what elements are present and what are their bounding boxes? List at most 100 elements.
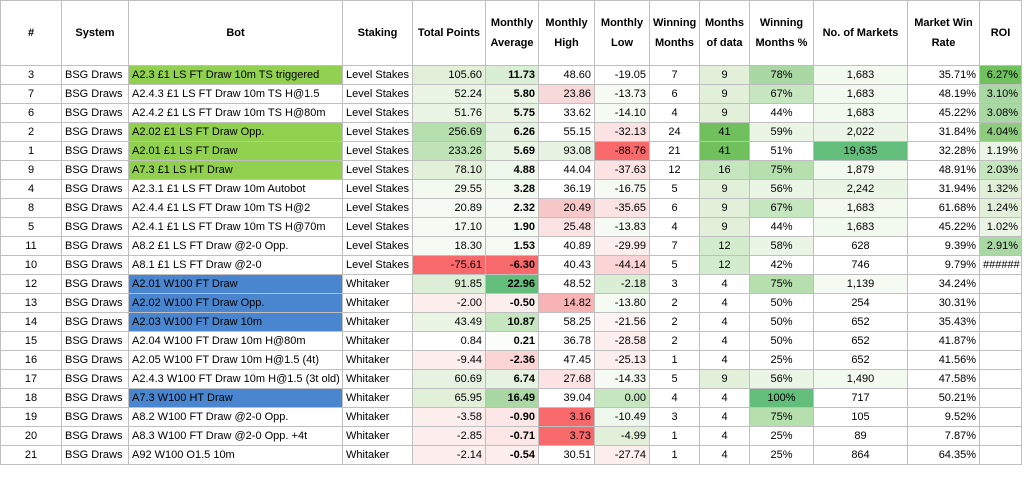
cell-market-win-rate[interactable]: 45.22% xyxy=(907,217,980,237)
cell-monthly-high[interactable]: 40.89 xyxy=(538,236,595,256)
cell-monthly-high[interactable]: 3.16 xyxy=(538,407,595,427)
cell-no-of-markets[interactable]: 652 xyxy=(813,350,908,370)
cell-roi[interactable] xyxy=(979,407,1022,427)
cell-monthly-high[interactable]: 58.25 xyxy=(538,312,595,332)
cell-monthly-low[interactable]: 0.00 xyxy=(594,388,650,408)
cell-months-of-data[interactable]: 4 xyxy=(699,312,750,332)
cell-system[interactable]: BSG Draws xyxy=(61,198,129,218)
cell-bot[interactable]: A2.4.3 W100 FT Draw 10m H@1.5 (3t old) xyxy=(128,369,343,389)
cell-market-win-rate[interactable]: 9.79% xyxy=(907,255,980,275)
cell-num[interactable]: 4 xyxy=(0,179,62,199)
cell-system[interactable]: BSG Draws xyxy=(61,255,129,275)
cell-total-points[interactable]: 18.30 xyxy=(412,236,486,256)
cell-monthly-average[interactable]: 0.21 xyxy=(485,331,539,351)
cell-months-of-data[interactable]: 4 xyxy=(699,407,750,427)
cell-roi[interactable]: 6.27% xyxy=(979,65,1022,85)
cell-num[interactable]: 15 xyxy=(0,331,62,351)
cell-system[interactable]: BSG Draws xyxy=(61,274,129,294)
cell-winning-months-pct[interactable]: 59% xyxy=(749,122,814,142)
cell-roi[interactable] xyxy=(979,369,1022,389)
cell-market-win-rate[interactable]: 41.87% xyxy=(907,331,980,351)
cell-roi[interactable]: 1.24% xyxy=(979,198,1022,218)
cell-bot[interactable]: A2.02 W100 FT Draw Opp. xyxy=(128,293,343,313)
cell-winning-months[interactable]: 4 xyxy=(649,103,700,123)
cell-system[interactable]: BSG Draws xyxy=(61,293,129,313)
cell-staking[interactable]: Level Stakes xyxy=(342,198,413,218)
cell-months-of-data[interactable]: 4 xyxy=(699,293,750,313)
cell-roi[interactable]: 3.10% xyxy=(979,84,1022,104)
cell-no-of-markets[interactable]: 717 xyxy=(813,388,908,408)
cell-monthly-low[interactable]: -21.56 xyxy=(594,312,650,332)
cell-system[interactable]: BSG Draws xyxy=(61,369,129,389)
cell-total-points[interactable]: -9.44 xyxy=(412,350,486,370)
cell-winning-months-pct[interactable]: 75% xyxy=(749,407,814,427)
cell-monthly-low[interactable]: -14.10 xyxy=(594,103,650,123)
cell-staking[interactable]: Whitaker xyxy=(342,445,413,465)
cell-staking[interactable]: Whitaker xyxy=(342,350,413,370)
cell-system[interactable]: BSG Draws xyxy=(61,179,129,199)
cell-total-points[interactable]: -2.00 xyxy=(412,293,486,313)
cell-market-win-rate[interactable]: 64.35% xyxy=(907,445,980,465)
cell-system[interactable]: BSG Draws xyxy=(61,84,129,104)
cell-monthly-average[interactable]: 5.75 xyxy=(485,103,539,123)
cell-market-win-rate[interactable]: 32.28% xyxy=(907,141,980,161)
cell-winning-months-pct[interactable]: 58% xyxy=(749,236,814,256)
cell-num[interactable]: 19 xyxy=(0,407,62,427)
cell-market-win-rate[interactable]: 41.56% xyxy=(907,350,980,370)
cell-num[interactable]: 8 xyxy=(0,198,62,218)
cell-winning-months-pct[interactable]: 100% xyxy=(749,388,814,408)
cell-no-of-markets[interactable]: 1,683 xyxy=(813,84,908,104)
cell-num[interactable]: 9 xyxy=(0,160,62,180)
cell-winning-months-pct[interactable]: 50% xyxy=(749,293,814,313)
cell-winning-months[interactable]: 24 xyxy=(649,122,700,142)
cell-months-of-data[interactable]: 41 xyxy=(699,141,750,161)
cell-months-of-data[interactable]: 9 xyxy=(699,84,750,104)
cell-bot[interactable]: A8.3 W100 FT Draw @2-0 Opp. +4t xyxy=(128,426,343,446)
cell-monthly-average[interactable]: -0.50 xyxy=(485,293,539,313)
cell-system[interactable]: BSG Draws xyxy=(61,312,129,332)
cell-num[interactable]: 5 xyxy=(0,217,62,237)
cell-winning-months-pct[interactable]: 67% xyxy=(749,84,814,104)
cell-bot[interactable]: A2.02 £1 LS FT Draw Opp. xyxy=(128,122,343,142)
cell-monthly-average[interactable]: 10.87 xyxy=(485,312,539,332)
cell-num[interactable]: 3 xyxy=(0,65,62,85)
cell-market-win-rate[interactable]: 31.94% xyxy=(907,179,980,199)
cell-num[interactable]: 17 xyxy=(0,369,62,389)
cell-system[interactable]: BSG Draws xyxy=(61,331,129,351)
cell-staking[interactable]: Whitaker xyxy=(342,388,413,408)
cell-bot[interactable]: A2.04 W100 FT Draw 10m H@80m xyxy=(128,331,343,351)
cell-bot[interactable]: A2.05 W100 FT Draw 10m H@1.5 (4t) xyxy=(128,350,343,370)
cell-monthly-high[interactable]: 36.78 xyxy=(538,331,595,351)
cell-months-of-data[interactable]: 9 xyxy=(699,369,750,389)
cell-monthly-high[interactable]: 30.51 xyxy=(538,445,595,465)
cell-staking[interactable]: Level Stakes xyxy=(342,84,413,104)
cell-winning-months-pct[interactable]: 75% xyxy=(749,274,814,294)
cell-system[interactable]: BSG Draws xyxy=(61,160,129,180)
cell-market-win-rate[interactable]: 35.71% xyxy=(907,65,980,85)
cell-staking[interactable]: Level Stakes xyxy=(342,160,413,180)
cell-no-of-markets[interactable]: 2,022 xyxy=(813,122,908,142)
cell-num[interactable]: 20 xyxy=(0,426,62,446)
cell-roi[interactable] xyxy=(979,388,1022,408)
cell-winning-months[interactable]: 3 xyxy=(649,274,700,294)
cell-winning-months[interactable]: 5 xyxy=(649,179,700,199)
cell-no-of-markets[interactable]: 1,879 xyxy=(813,160,908,180)
cell-winning-months-pct[interactable]: 44% xyxy=(749,103,814,123)
cell-no-of-markets[interactable]: 864 xyxy=(813,445,908,465)
cell-market-win-rate[interactable]: 30.31% xyxy=(907,293,980,313)
cell-bot[interactable]: A2.4.2 £1 LS FT Draw 10m TS H@80m xyxy=(128,103,343,123)
cell-months-of-data[interactable]: 9 xyxy=(699,65,750,85)
cell-num[interactable]: 16 xyxy=(0,350,62,370)
cell-winning-months-pct[interactable]: 75% xyxy=(749,160,814,180)
cell-staking[interactable]: Whitaker xyxy=(342,274,413,294)
cell-system[interactable]: BSG Draws xyxy=(61,350,129,370)
cell-months-of-data[interactable]: 4 xyxy=(699,274,750,294)
cell-monthly-low[interactable]: -16.75 xyxy=(594,179,650,199)
cell-monthly-average[interactable]: -0.71 xyxy=(485,426,539,446)
cell-system[interactable]: BSG Draws xyxy=(61,122,129,142)
cell-staking[interactable]: Level Stakes xyxy=(342,217,413,237)
cell-market-win-rate[interactable]: 50.21% xyxy=(907,388,980,408)
cell-total-points[interactable]: -2.85 xyxy=(412,426,486,446)
cell-monthly-average[interactable]: -0.54 xyxy=(485,445,539,465)
cell-winning-months[interactable]: 1 xyxy=(649,445,700,465)
